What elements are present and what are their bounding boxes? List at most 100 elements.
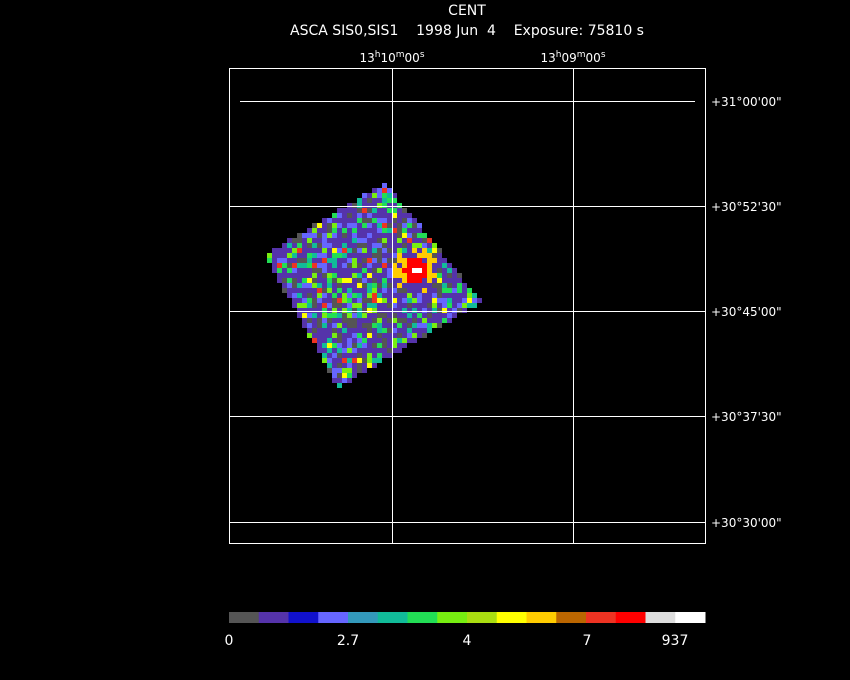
dec-label: +30°30'00" <box>711 516 782 530</box>
pixel <box>337 263 342 268</box>
pixel <box>362 343 367 348</box>
pixel <box>347 353 352 358</box>
pixel <box>372 248 377 253</box>
pixel <box>347 248 352 253</box>
pixel <box>302 283 307 288</box>
pixel <box>432 283 437 288</box>
pixel <box>372 303 377 308</box>
pixel <box>317 248 322 253</box>
pixel <box>457 283 462 288</box>
pixel <box>307 248 312 253</box>
pixel <box>402 303 407 308</box>
pixel <box>377 278 382 283</box>
pixel <box>327 368 332 373</box>
pixel <box>372 198 377 203</box>
pixel <box>322 328 327 333</box>
pixel <box>357 308 362 313</box>
pixel <box>297 263 302 268</box>
pixel <box>367 363 372 368</box>
pixel <box>337 223 342 228</box>
colorbar-segment <box>258 612 289 623</box>
pixel <box>422 283 427 288</box>
pixel <box>332 213 337 218</box>
pixel <box>282 278 287 283</box>
pixel <box>462 288 467 293</box>
pixel <box>422 238 427 243</box>
dec-label: +30°45'00" <box>711 305 782 319</box>
pixel <box>352 213 357 218</box>
pixel <box>342 368 347 373</box>
pixel <box>347 218 352 223</box>
pixel <box>327 273 332 278</box>
pixel <box>377 313 382 318</box>
pixel <box>372 273 377 278</box>
pixel <box>362 263 367 268</box>
pixel <box>357 328 362 333</box>
pixel <box>337 268 342 273</box>
pixel <box>297 283 302 288</box>
pixel <box>327 323 332 328</box>
pixel <box>352 313 357 318</box>
pixel <box>312 253 317 258</box>
pixel <box>337 283 342 288</box>
pixel <box>367 208 372 213</box>
pixel <box>317 228 322 233</box>
pixel <box>292 273 297 278</box>
pixel <box>282 253 287 258</box>
pixel <box>377 198 382 203</box>
pixel <box>352 258 357 263</box>
pixel <box>407 228 412 233</box>
pixel <box>327 358 332 363</box>
pixel <box>282 268 287 273</box>
pixel <box>337 353 342 358</box>
pixel <box>327 278 332 283</box>
pixel <box>422 288 427 293</box>
pixel <box>322 358 327 363</box>
pixel <box>387 353 392 358</box>
pixel <box>382 248 387 253</box>
pixel <box>402 273 407 278</box>
pixel <box>447 283 452 288</box>
pixel <box>347 223 352 228</box>
pixel <box>457 298 462 303</box>
pixel <box>282 243 287 248</box>
pixel <box>327 363 332 368</box>
pixel <box>307 323 312 328</box>
pixel <box>372 233 377 238</box>
dec-label: +30°37'30" <box>711 410 782 424</box>
pixel <box>417 253 422 258</box>
pixel <box>332 273 337 278</box>
pixel <box>347 258 352 263</box>
pixel <box>417 258 422 263</box>
pixel <box>397 263 402 268</box>
pixel <box>427 248 432 253</box>
pixel <box>437 313 442 318</box>
pixel <box>432 303 437 308</box>
pixel <box>382 258 387 263</box>
pixel <box>302 273 307 278</box>
pixel <box>412 318 417 323</box>
pixel <box>302 278 307 283</box>
pixel <box>472 303 477 308</box>
pixel <box>432 258 437 263</box>
pixel <box>332 373 337 378</box>
pixel <box>352 363 357 368</box>
pixel <box>362 213 367 218</box>
pixel <box>297 248 302 253</box>
pixel <box>412 293 417 298</box>
pixel <box>382 313 387 318</box>
pixel <box>407 263 412 268</box>
pixel <box>372 268 377 273</box>
pixel <box>407 253 412 258</box>
pixel <box>347 278 352 283</box>
pixel <box>467 303 472 308</box>
pixel <box>337 298 342 303</box>
pixel <box>377 288 382 293</box>
pixel <box>342 343 347 348</box>
pixel <box>412 218 417 223</box>
pixel <box>412 338 417 343</box>
pixel <box>452 288 457 293</box>
pixel <box>317 313 322 318</box>
pixel <box>397 323 402 328</box>
pixel <box>342 218 347 223</box>
